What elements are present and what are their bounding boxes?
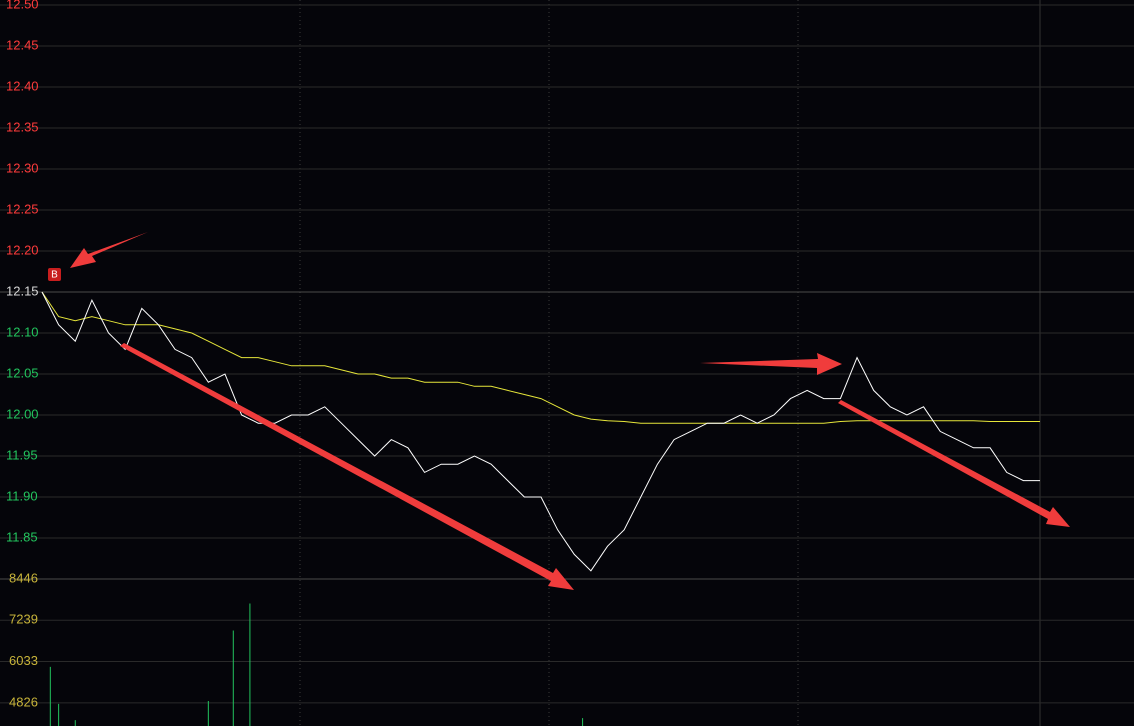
y-tick-label: 12.05	[6, 365, 39, 380]
y-tick-label: 11.90	[6, 488, 38, 503]
y-tick-label: 12.40	[6, 78, 39, 93]
y-tick-label: 12.35	[6, 119, 39, 134]
arrow	[70, 232, 148, 268]
y-tick-label: 12.25	[6, 201, 39, 216]
y-tick-label: 12.15	[6, 283, 39, 298]
volume-tick-label: 8446	[9, 570, 38, 585]
line-0	[41, 291, 1040, 572]
arrow	[700, 353, 842, 375]
buy-marker-label: B	[51, 270, 58, 281]
arrow	[120, 343, 574, 590]
y-tick-label: 12.20	[6, 242, 39, 257]
y-tick-label: 12.45	[6, 37, 39, 52]
volume-tick-label: 6033	[9, 653, 38, 668]
y-tick-label: 12.00	[6, 406, 39, 421]
arrow	[838, 400, 1070, 527]
y-tick-label: 11.85	[6, 529, 38, 544]
volume-tick-label: 4826	[9, 694, 38, 709]
buy-marker	[48, 268, 61, 281]
y-tick-label: 12.50	[6, 0, 39, 11]
annotations: B	[48, 232, 1070, 590]
y-tick-label: 12.10	[6, 324, 39, 339]
volume-tick-label: 7239	[9, 612, 38, 627]
y-tick-label: 12.30	[6, 160, 39, 175]
y-tick-label: 11.95	[6, 447, 38, 462]
time-grid	[299, 0, 799, 726]
